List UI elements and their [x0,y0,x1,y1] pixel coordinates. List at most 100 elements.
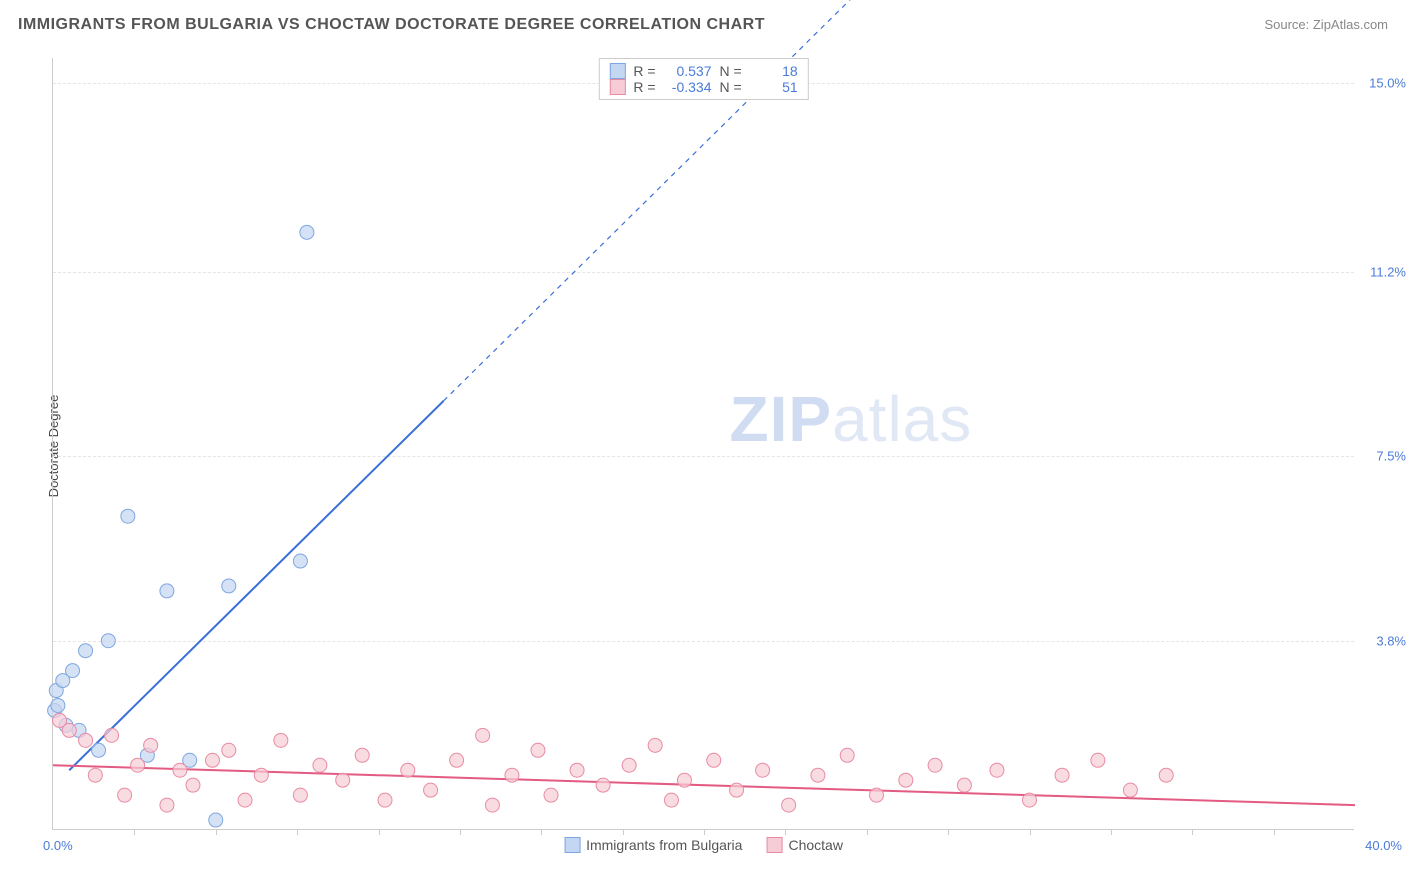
y-tick-label: 7.5% [1358,449,1406,464]
n-label: N = [720,79,742,95]
data-point [505,768,519,782]
data-point [476,728,490,742]
data-point [186,778,200,792]
x-axis-min-label: 0.0% [43,838,73,853]
data-point [957,778,971,792]
x-tick [297,829,298,835]
data-point [677,773,691,787]
data-point [313,758,327,772]
data-point [105,728,119,742]
data-point [274,733,288,747]
n-value-bulgaria: 18 [750,63,798,79]
data-point [131,758,145,772]
plot-area: ZIPatlas R = 0.537 N = 18 R = -0.334 N =… [52,58,1354,830]
y-tick-label: 15.0% [1358,75,1406,90]
data-point [66,664,80,678]
data-point [222,743,236,757]
source-attribution: Source: ZipAtlas.com [1264,17,1388,32]
legend-swatch-choctaw [766,837,782,853]
data-point [205,753,219,767]
data-point [870,788,884,802]
x-tick [704,829,705,835]
data-point [1091,753,1105,767]
r-label: R = [633,79,655,95]
data-point [121,509,135,523]
data-point [485,798,499,812]
data-point [424,783,438,797]
legend-item-bulgaria: Immigrants from Bulgaria [564,837,742,853]
data-point [782,798,796,812]
data-point [300,225,314,239]
x-tick [134,829,135,835]
r-label: R = [633,63,655,79]
x-tick [1111,829,1112,835]
data-point [756,763,770,777]
data-point [707,753,721,767]
data-point [450,753,464,767]
x-axis-max-label: 40.0% [1365,838,1402,853]
swatch-choctaw [609,79,625,95]
data-point [1055,768,1069,782]
data-point [378,793,392,807]
legend-item-choctaw: Choctaw [766,837,842,853]
data-point [990,763,1004,777]
x-tick [460,829,461,835]
x-tick [1274,829,1275,835]
data-point [1023,793,1037,807]
x-tick [1030,829,1031,835]
data-point [596,778,610,792]
data-point [160,584,174,598]
data-point [648,738,662,752]
data-point [173,763,187,777]
data-point [238,793,252,807]
data-point [222,579,236,593]
data-point [62,723,76,737]
data-point [88,768,102,782]
n-label: N = [720,63,742,79]
data-point [730,783,744,797]
series-legend: Immigrants from Bulgaria Choctaw [564,837,843,853]
x-tick [541,829,542,835]
data-point [1159,768,1173,782]
data-point [254,768,268,782]
data-point [79,644,93,658]
legend-label-bulgaria: Immigrants from Bulgaria [586,837,742,853]
x-tick [785,829,786,835]
x-tick [948,829,949,835]
legend-swatch-bulgaria [564,837,580,853]
swatch-bulgaria [609,63,625,79]
stats-row-bulgaria: R = 0.537 N = 18 [609,63,797,79]
n-value-choctaw: 51 [750,79,798,95]
data-point [336,773,350,787]
data-point [811,768,825,782]
data-point [144,738,158,752]
r-value-bulgaria: 0.537 [664,63,712,79]
data-point [1123,783,1137,797]
r-value-choctaw: -0.334 [664,79,712,95]
data-point [928,758,942,772]
data-point [401,763,415,777]
data-point [160,798,174,812]
data-point [209,813,223,827]
y-tick-label: 3.8% [1358,633,1406,648]
data-point [622,758,636,772]
x-tick [1192,829,1193,835]
data-point [664,793,678,807]
data-point [531,743,545,757]
data-point [570,763,584,777]
title-bar: IMMIGRANTS FROM BULGARIA VS CHOCTAW DOCT… [18,16,1388,34]
chart-title: IMMIGRANTS FROM BULGARIA VS CHOCTAW DOCT… [18,16,765,34]
data-point [293,788,307,802]
data-point [840,748,854,762]
y-tick-label: 11.2% [1358,265,1406,280]
legend-label-choctaw: Choctaw [788,837,842,853]
data-point [293,554,307,568]
x-tick [623,829,624,835]
x-tick [867,829,868,835]
x-tick [379,829,380,835]
data-point [79,733,93,747]
stats-legend: R = 0.537 N = 18 R = -0.334 N = 51 [598,58,808,100]
data-point [118,788,132,802]
data-point [101,634,115,648]
data-point [544,788,558,802]
